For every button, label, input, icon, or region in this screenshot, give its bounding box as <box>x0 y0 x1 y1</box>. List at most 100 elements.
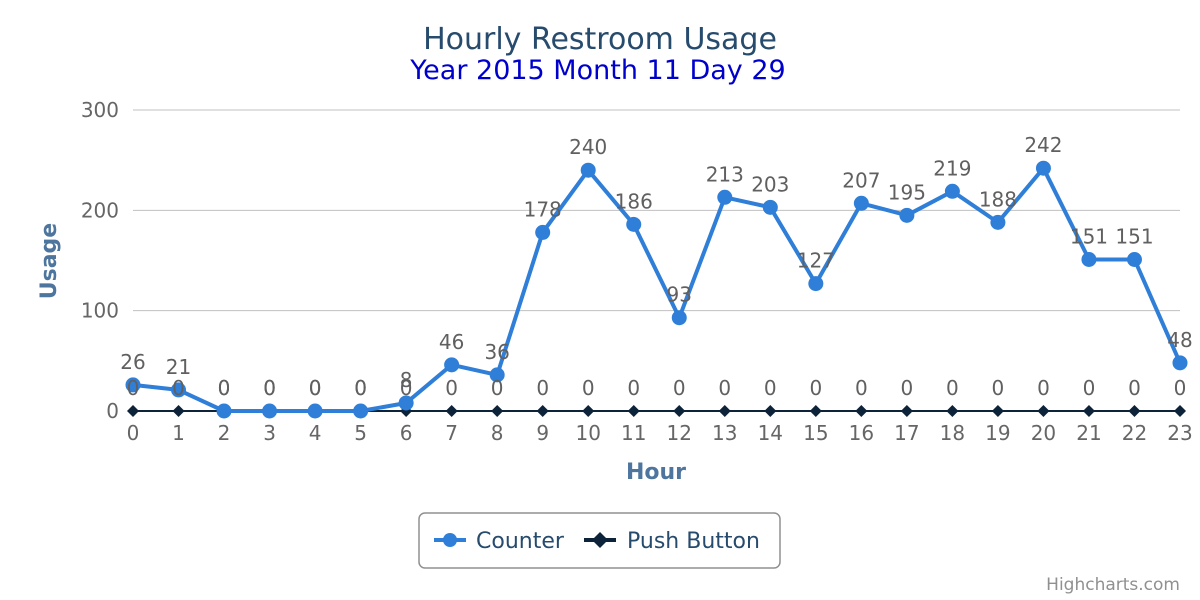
data-label-push-button: 0 <box>946 376 959 400</box>
data-label-counter: 188 <box>979 187 1017 211</box>
legend: Counter Push Button <box>418 512 781 569</box>
data-label-counter: 151 <box>1070 224 1108 248</box>
legend-item-push-button[interactable]: Push Button <box>584 529 760 554</box>
data-label-push-button: 0 <box>263 376 276 400</box>
data-point-counter[interactable] <box>899 207 915 223</box>
x-tick-label: 0 <box>127 421 140 445</box>
data-label-counter: 93 <box>667 283 692 307</box>
data-point-counter[interactable] <box>125 377 141 393</box>
data-label-counter: 21 <box>166 355 191 379</box>
data-point-push-button[interactable] <box>172 405 185 417</box>
data-point-counter[interactable] <box>171 382 187 398</box>
data-label-counter: 0 <box>354 376 367 400</box>
x-axis-ticks: 0 1 2 3 4 5 6 7 8 9 10 11 12 13 14 15 16 17 18 19 20 21 22 23 <box>127 421 1193 445</box>
x-tick-label: 20 <box>1031 421 1056 445</box>
y-tick-label: 0 <box>106 399 119 423</box>
data-labels: 0 0 0 0 0 0 0 0 0 0 0 0 0 0 0 0 0 0 0 0 0 0 0 026 210 0 0 0 846 36178… <box>120 133 1192 400</box>
data-point-push-button[interactable] <box>900 405 913 417</box>
data-point-push-button[interactable] <box>491 405 504 417</box>
data-point-push-button[interactable] <box>809 405 822 417</box>
data-point-counter[interactable] <box>853 195 869 211</box>
x-tick-label: 8 <box>491 421 504 445</box>
data-point-push-button[interactable] <box>582 405 595 417</box>
legend-push-button-marker-icon <box>592 532 608 548</box>
data-point-counter[interactable] <box>808 276 824 292</box>
x-tick-label: 16 <box>849 421 874 445</box>
data-point-counter[interactable] <box>1081 251 1097 267</box>
data-point-push-button[interactable] <box>1128 405 1141 417</box>
legend-push-button-label: Push Button <box>627 529 760 554</box>
data-label-counter: 48 <box>1167 328 1192 352</box>
data-label-push-button: 0 <box>992 376 1005 400</box>
data-point-push-button[interactable] <box>127 405 139 417</box>
data-point-counter[interactable] <box>489 367 505 383</box>
x-tick-label: 17 <box>894 421 919 445</box>
data-point-counter[interactable] <box>307 403 323 419</box>
data-point-counter[interactable] <box>671 310 687 326</box>
x-tick-label: 13 <box>712 421 737 445</box>
data-point-counter[interactable] <box>580 162 596 178</box>
x-tick-label: 2 <box>218 421 231 445</box>
data-label-push-button: 0 <box>718 376 731 400</box>
chart-title: Hourly Restroom Usage <box>423 22 777 57</box>
y-tick-label: 200 <box>81 198 119 222</box>
data-point-push-button[interactable] <box>1174 405 1186 417</box>
data-point-push-button[interactable] <box>627 405 640 417</box>
data-point-push-button[interactable] <box>991 405 1004 417</box>
x-tick-label: 21 <box>1076 421 1101 445</box>
credits-link[interactable]: Highcharts.com <box>1046 575 1180 595</box>
data-point-counter[interactable] <box>535 224 551 240</box>
data-label-counter: 0 <box>309 376 322 400</box>
y-axis-title: Usage <box>37 223 62 299</box>
data-point-push-button[interactable] <box>718 405 731 417</box>
x-tick-label: 23 <box>1167 421 1192 445</box>
data-label-push-button: 0 <box>172 376 185 400</box>
data-label-push-button: 0 <box>1083 376 1096 400</box>
data-label-counter: 36 <box>484 340 509 364</box>
data-label-counter: 151 <box>1115 224 1153 248</box>
x-tick-label: 9 <box>536 421 549 445</box>
data-point-push-button[interactable] <box>764 405 777 417</box>
data-point-counter[interactable] <box>626 216 642 232</box>
data-point-counter[interactable] <box>1172 355 1188 371</box>
data-point-counter[interactable] <box>444 357 460 373</box>
chart-subtitle: Year 2015 Month 11 Day 29 <box>409 55 785 86</box>
data-label-push-button: 0 <box>1128 376 1141 400</box>
data-point-push-button[interactable] <box>855 405 868 417</box>
data-label-push-button: 0 <box>127 376 140 400</box>
data-point-push-button[interactable] <box>1037 405 1050 417</box>
legend-item-counter[interactable]: Counter <box>434 529 565 554</box>
data-label-push-button: 0 <box>1037 376 1050 400</box>
data-label-counter: 203 <box>751 172 789 196</box>
data-point-counter[interactable] <box>216 403 232 419</box>
data-point-push-button[interactable] <box>673 405 686 417</box>
data-point-counter[interactable] <box>1126 251 1142 267</box>
data-point-push-button[interactable] <box>445 405 458 417</box>
data-point-counter[interactable] <box>262 403 278 419</box>
data-point-push-button[interactable] <box>536 405 549 417</box>
data-point-counter[interactable] <box>762 199 778 215</box>
data-label-counter: 0 <box>263 376 276 400</box>
data-point-counter[interactable] <box>990 214 1006 230</box>
x-tick-label: 10 <box>575 421 600 445</box>
data-point-counter[interactable] <box>717 189 733 205</box>
data-label-counter: 195 <box>888 180 926 204</box>
data-label-push-button: 0 <box>445 376 458 400</box>
data-point-push-button[interactable] <box>946 405 959 417</box>
data-label-push-button: 0 <box>491 376 504 400</box>
data-label-push-button: 0 <box>536 376 549 400</box>
data-label-push-button: 0 <box>1174 376 1187 400</box>
y-tick-label: 300 <box>81 98 119 122</box>
data-point-counter[interactable] <box>398 395 414 411</box>
y-tick-label: 100 <box>81 299 119 323</box>
data-label-push-button: 0 <box>354 376 367 400</box>
x-tick-label: 12 <box>667 421 692 445</box>
data-point-counter[interactable] <box>1035 160 1051 176</box>
data-point-counter[interactable] <box>353 403 369 419</box>
x-tick-label: 3 <box>263 421 276 445</box>
data-point-counter[interactable] <box>944 183 960 199</box>
data-point-push-button[interactable] <box>1082 405 1095 417</box>
x-tick-label: 22 <box>1122 421 1147 445</box>
data-label-push-button: 0 <box>627 376 640 400</box>
data-label-push-button: 0 <box>582 376 595 400</box>
